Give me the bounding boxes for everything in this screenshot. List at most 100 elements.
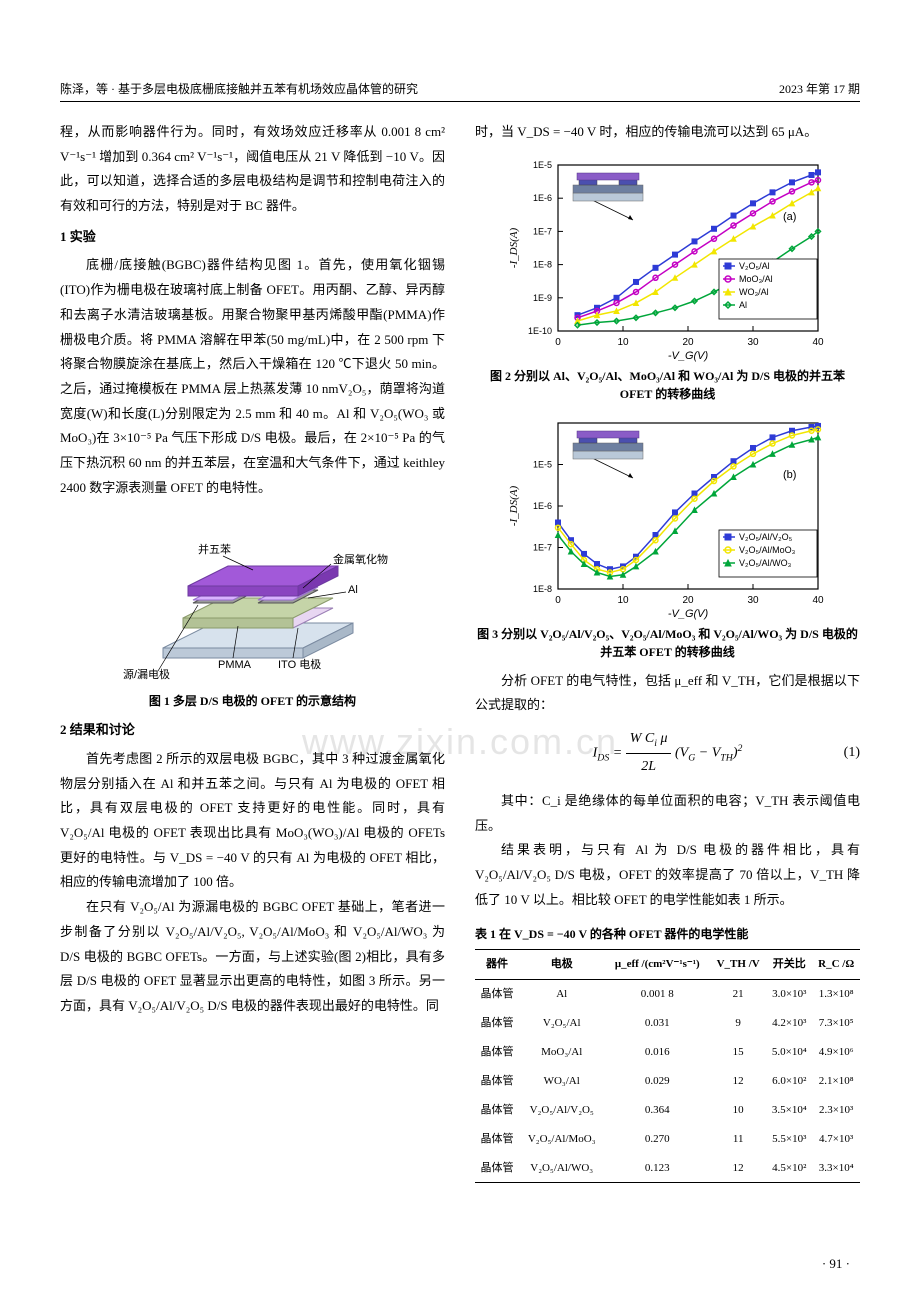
- svg-text:WO₃/Al: WO₃/Al: [739, 287, 769, 297]
- svg-text:40: 40: [812, 595, 824, 606]
- svg-text:30: 30: [747, 337, 759, 348]
- svg-text:MoO₃/Al: MoO₃/Al: [739, 274, 773, 284]
- table-cell: 12: [710, 1154, 766, 1183]
- svg-text:0: 0: [555, 337, 561, 348]
- table-cell: V₂O₅/Al/V₂O₅: [519, 1096, 604, 1125]
- ci-note: 其中：C_i 是绝缘体的每单位面积的电容；V_TH 表示阈值电压。: [475, 789, 860, 838]
- table-cell: 4.9×10⁶: [812, 1038, 860, 1067]
- right-column: 时，当 V_DS = −40 V 时，相应的传输电流可以达到 65 μA。 01…: [475, 120, 860, 1183]
- table-cell: 0.123: [604, 1154, 710, 1183]
- table-cell: MoO₃/Al: [519, 1038, 604, 1067]
- table-cell: 21: [710, 980, 766, 1009]
- table-cell: 晶体管: [475, 1154, 519, 1183]
- table-cell: 3.5×10⁴: [766, 1096, 812, 1125]
- svg-text:1E-7: 1E-7: [532, 226, 551, 236]
- table-header-cell: 电极: [519, 950, 604, 980]
- table-cell: 0.016: [604, 1038, 710, 1067]
- table-header-cell: μ_eff /(cm²V⁻¹s⁻¹): [604, 950, 710, 980]
- svg-text:-V_G(V): -V_G(V): [667, 608, 708, 620]
- svg-text:0: 0: [555, 595, 561, 606]
- svg-text:1E-6: 1E-6: [532, 501, 551, 511]
- table-row: 晶体管V₂O₅/Al/WO₃0.123124.5×10²3.3×10⁴: [475, 1154, 860, 1183]
- svg-text:(a): (a): [783, 211, 796, 223]
- table-cell: 5.5×10³: [766, 1125, 812, 1154]
- svg-text:Al: Al: [739, 300, 747, 310]
- table-cell: 1.3×10⁸: [812, 980, 860, 1009]
- svg-text:1E-5: 1E-5: [532, 459, 551, 469]
- svg-text:10: 10: [617, 595, 629, 606]
- table-cell: 晶体管: [475, 1125, 519, 1154]
- table-cell: 7.3×10⁵: [812, 1009, 860, 1038]
- svg-text:20: 20: [682, 337, 694, 348]
- figure-2-caption: 图 2 分别以 Al、V₂O₅/Al、MoO₃/Al 和 WO₃/Al 为 D/…: [475, 367, 860, 403]
- svg-text:源/漏电极: 源/漏电极: [123, 667, 170, 681]
- page-number: · 91 ·: [822, 1256, 850, 1272]
- figure-2: 0 10 20 30 40 1E-10 1E-9 1E-8 1E-7 1E-6 1E-5 -V_G(V…: [475, 153, 860, 363]
- table-cell: 晶体管: [475, 1067, 519, 1096]
- analysis-paragraph: 分析 OFET 的电气特性，包括 μ_eff 和 V_TH，它们是根据以下公式提…: [475, 669, 860, 718]
- svg-text:20: 20: [682, 595, 694, 606]
- table-cell: 4.7×10³: [812, 1125, 860, 1154]
- table-header-cell: 器件: [475, 950, 519, 980]
- equation-number: (1): [844, 740, 860, 767]
- table-cell: 0.270: [604, 1125, 710, 1154]
- table-1-caption: 表 1 在 V_DS = −40 V 的各种 OFET 器件的电学性能: [475, 923, 860, 946]
- table-1: 器件电极μ_eff /(cm²V⁻¹s⁻¹)V_TH /V开关比R_C /Ω 晶…: [475, 949, 860, 1183]
- figure-1-caption: 图 1 多层 D/S 电极的 OFET 的示意结构: [60, 692, 445, 710]
- svg-text:1E-6: 1E-6: [532, 193, 551, 203]
- svg-text:(b): (b): [783, 469, 796, 481]
- svg-text:并五苯: 并五苯: [198, 542, 231, 556]
- table-cell: 晶体管: [475, 980, 519, 1009]
- table-cell: V₂O₅/Al/WO₃: [519, 1154, 604, 1183]
- svg-text:V₂O₅/Al/V₂O₅: V₂O₅/Al/V₂O₅: [739, 532, 793, 542]
- table-header-cell: 开关比: [766, 950, 812, 980]
- section-2-p2: 在只有 V₂O₅/Al 为源漏电极的 BGBC OFET 基础上，笔者进一步制备…: [60, 895, 445, 1018]
- table-cell: 5.0×10⁴: [766, 1038, 812, 1067]
- table-cell: 0.029: [604, 1067, 710, 1096]
- svg-text:V₂O₅/Al/MoO₃: V₂O₅/Al/MoO₃: [739, 545, 796, 555]
- header-right: 2023 年第 17 期: [779, 80, 860, 97]
- table-cell: 晶体管: [475, 1038, 519, 1067]
- table-cell: 6.0×10²: [766, 1067, 812, 1096]
- table-cell: 晶体管: [475, 1096, 519, 1125]
- table-row: 晶体管V₂O₅/Al/V₂O₅0.364103.5×10⁴2.3×10³: [475, 1096, 860, 1125]
- table-cell: 4.2×10³: [766, 1009, 812, 1038]
- table-cell: 2.3×10³: [812, 1096, 860, 1125]
- table-cell: 11: [710, 1125, 766, 1154]
- table-cell: 晶体管: [475, 1009, 519, 1038]
- table-cell: 0.031: [604, 1009, 710, 1038]
- svg-text:-V_G(V): -V_G(V): [667, 350, 708, 362]
- svg-text:-I_DS(A): -I_DS(A): [508, 485, 520, 526]
- svg-text:1E-10: 1E-10: [527, 326, 551, 336]
- table-cell: WO₃/Al: [519, 1067, 604, 1096]
- svg-text:金属氧化物: 金属氧化物: [333, 552, 388, 566]
- section-2-title: 2 结果和讨论: [60, 718, 445, 743]
- svg-text:-I_DS(A): -I_DS(A): [508, 227, 520, 268]
- section-1-body: 底栅/底接触(BGBC)器件结构见图 1。首先，使用氧化铟锡(ITO)作为栅电极…: [60, 253, 445, 500]
- svg-text:V₂O₅/Al/WO₃: V₂O₅/Al/WO₃: [739, 558, 792, 568]
- svg-text:1E-9: 1E-9: [532, 292, 551, 302]
- table-cell: 15: [710, 1038, 766, 1067]
- table-cell: Al: [519, 980, 604, 1009]
- table-cell: V₂O₅/Al: [519, 1009, 604, 1038]
- svg-text:1E-8: 1E-8: [532, 259, 551, 269]
- svg-text:30: 30: [747, 595, 759, 606]
- header-left: 陈泽，等 · 基于多层电极底栅底接触并五苯有机场效应晶体管的研究: [60, 80, 418, 97]
- table-header-cell: V_TH /V: [710, 950, 766, 980]
- table-row: 晶体管V₂O₅/Al0.03194.2×10³7.3×10⁵: [475, 1009, 860, 1038]
- svg-text:Al: Al: [348, 584, 358, 596]
- table-row: 晶体管WO₃/Al0.029126.0×10²2.1×10⁸: [475, 1067, 860, 1096]
- svg-text:1E-7: 1E-7: [532, 542, 551, 552]
- svg-text:1E-5: 1E-5: [532, 160, 551, 170]
- left-column: 程，从而影响器件行为。同时，有效场效应迁移率从 0.001 8 cm² V⁻¹s…: [60, 120, 445, 1183]
- equation-1: IDS = W Ci μ 2L (VG − VTH)2 (1): [475, 726, 860, 781]
- svg-text:1E-8: 1E-8: [532, 584, 551, 594]
- table-cell: 9: [710, 1009, 766, 1038]
- svg-text:40: 40: [812, 337, 824, 348]
- svg-text:PMMA: PMMA: [218, 659, 252, 671]
- svg-text:10: 10: [617, 337, 629, 348]
- page-header: 陈泽，等 · 基于多层电极底栅底接触并五苯有机场效应晶体管的研究 2023 年第…: [60, 80, 860, 102]
- figure-1: 并五苯金属氧化物AlPMMAITO 电极源/漏电极: [60, 508, 445, 688]
- table-cell: V₂O₅/Al/MoO₃: [519, 1125, 604, 1154]
- section-2-p1: 首先考虑图 2 所示的双层电极 BGBC，其中 3 种过渡金属氧化物层分别插入在…: [60, 747, 445, 895]
